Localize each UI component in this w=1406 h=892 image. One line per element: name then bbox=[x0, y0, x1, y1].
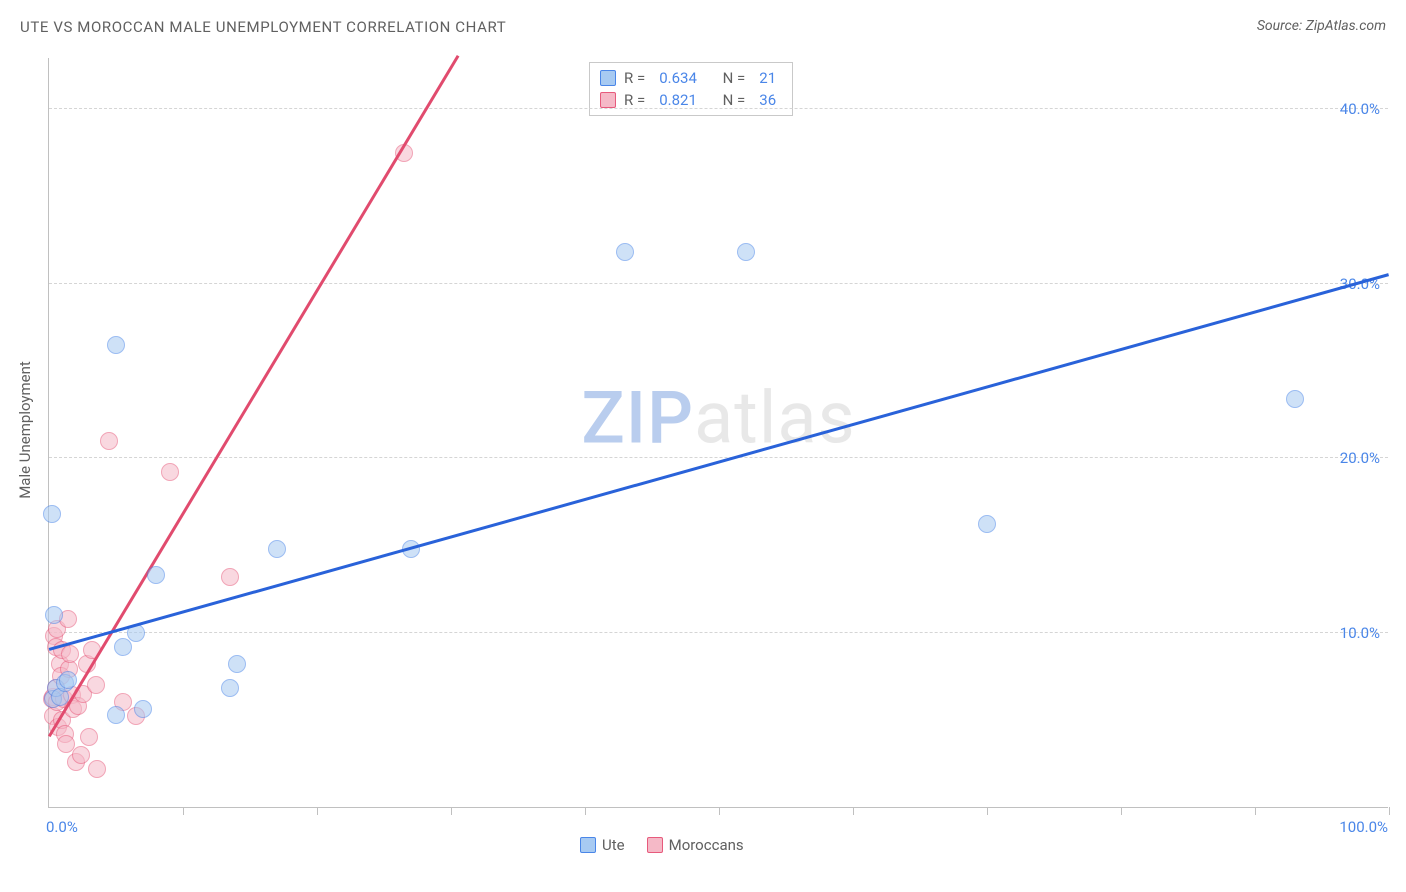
data-point-moroccans bbox=[61, 645, 79, 663]
y-axis-label: Male Unemployment bbox=[16, 361, 34, 499]
x-tick bbox=[1121, 807, 1122, 815]
source-label: Source: ZipAtlas.com bbox=[1257, 18, 1386, 34]
data-point-ute bbox=[147, 566, 165, 584]
data-point-ute bbox=[43, 505, 61, 523]
chart-title: UTE VS MOROCCAN MALE UNEMPLOYMENT CORREL… bbox=[20, 18, 506, 36]
x-max-label: 100.0% bbox=[1339, 818, 1388, 836]
swatch-ute bbox=[600, 70, 616, 86]
y-tick-label: 20.0% bbox=[1340, 449, 1380, 467]
data-point-ute bbox=[1286, 390, 1304, 408]
gridline bbox=[49, 632, 1388, 633]
data-point-ute bbox=[107, 336, 125, 354]
gridline bbox=[49, 283, 1388, 284]
data-point-moroccans bbox=[100, 432, 118, 450]
x-tick bbox=[183, 807, 184, 815]
data-point-ute bbox=[59, 671, 77, 689]
x-tick bbox=[451, 807, 452, 815]
watermark-zip: ZIP bbox=[581, 375, 694, 460]
gridline bbox=[49, 457, 1388, 458]
swatch-moroccans bbox=[600, 92, 616, 108]
watermark: ZIPatlas bbox=[581, 375, 855, 460]
legend-label-ute: Ute bbox=[602, 836, 625, 854]
data-point-moroccans bbox=[80, 728, 98, 746]
data-point-ute bbox=[978, 515, 996, 533]
swatch-moroccans bbox=[647, 837, 663, 853]
data-point-ute bbox=[107, 706, 125, 724]
data-point-moroccans bbox=[161, 463, 179, 481]
data-point-moroccans bbox=[88, 760, 106, 778]
swatch-ute bbox=[580, 837, 596, 853]
data-point-ute bbox=[114, 638, 132, 656]
r-value-ute: 0.634 bbox=[659, 67, 697, 89]
gridline bbox=[49, 108, 1388, 109]
bottom-legend: Ute Moroccans bbox=[580, 836, 744, 854]
data-point-moroccans bbox=[72, 746, 90, 764]
x-tick bbox=[853, 807, 854, 815]
plot-area: ZIPatlas R = 0.634 N = 21 R = 0.821 N = … bbox=[48, 58, 1388, 808]
data-point-ute bbox=[228, 655, 246, 673]
data-point-ute bbox=[737, 243, 755, 261]
data-point-ute bbox=[45, 606, 63, 624]
legend-label-moroccans: Moroccans bbox=[669, 836, 744, 854]
n-value-ute: 21 bbox=[759, 67, 776, 89]
correlation-scatter-chart: ZIPatlas R = 0.634 N = 21 R = 0.821 N = … bbox=[48, 58, 1388, 828]
n-label: N = bbox=[723, 67, 746, 89]
data-point-ute bbox=[268, 540, 286, 558]
trend-line-ute bbox=[49, 273, 1390, 650]
legend-item-moroccans: Moroccans bbox=[647, 836, 744, 854]
data-point-moroccans bbox=[221, 568, 239, 586]
x-tick bbox=[719, 807, 720, 815]
data-point-ute bbox=[221, 679, 239, 697]
x-tick bbox=[317, 807, 318, 815]
data-point-ute bbox=[134, 700, 152, 718]
x-tick bbox=[585, 807, 586, 815]
x-tick bbox=[1389, 807, 1390, 815]
data-point-moroccans bbox=[87, 676, 105, 694]
legend-item-ute: Ute bbox=[580, 836, 625, 854]
x-min-label: 0.0% bbox=[46, 818, 78, 836]
data-point-ute bbox=[616, 243, 634, 261]
y-tick-label: 10.0% bbox=[1340, 624, 1380, 642]
stats-row-ute: R = 0.634 N = 21 bbox=[600, 67, 782, 89]
y-tick-label: 40.0% bbox=[1340, 100, 1380, 118]
x-tick bbox=[1255, 807, 1256, 815]
x-tick bbox=[987, 807, 988, 815]
trend-line-moroccans bbox=[48, 55, 459, 737]
r-label: R = bbox=[624, 67, 645, 89]
